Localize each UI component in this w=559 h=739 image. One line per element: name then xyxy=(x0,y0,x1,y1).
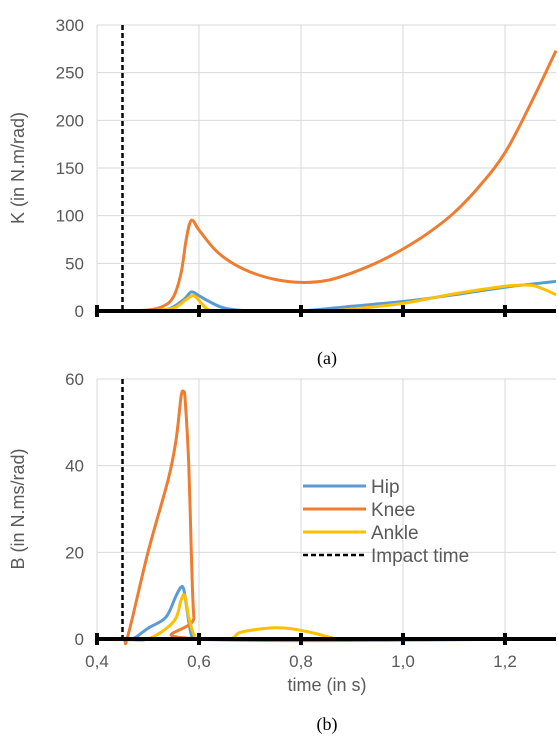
a-series-knee-line xyxy=(96,50,558,313)
b-y-tick-label: 60 xyxy=(65,370,84,389)
a-y-axis-label: K (in N.m/rad) xyxy=(8,112,28,224)
b-x-tick-label: 1,2 xyxy=(493,652,517,671)
legend-hip-label: Hip xyxy=(371,477,400,498)
b-y-tick-label: 0 xyxy=(75,630,84,649)
a-series-hip-line xyxy=(97,279,557,313)
legend-knee-label: Knee xyxy=(371,500,415,521)
panel-b-caption: (b) xyxy=(317,714,338,735)
a-y-tick-label: 100 xyxy=(56,207,84,226)
b-series-hip-line xyxy=(96,584,556,642)
b-x-tick-label: 0,4 xyxy=(85,652,109,671)
a-y-tick-label: 50 xyxy=(65,254,84,273)
panel-a-chart: 0 50 100 150 200 250 300 K (in N.m/rad) xyxy=(8,16,558,321)
a-y-tick-label: 0 xyxy=(75,302,84,321)
panel-a-caption: (a) xyxy=(317,348,337,369)
legend-ankle-label: Ankle xyxy=(371,523,419,544)
b-x-tick-label: 0,8 xyxy=(289,652,313,671)
b-x-tick-label: 0,6 xyxy=(187,652,211,671)
b-y-tick-label: 20 xyxy=(65,543,84,562)
a-y-tick-label: 300 xyxy=(56,16,84,35)
b-y-axis-label: B (in N.ms/rad) xyxy=(8,448,28,569)
b-y-tick-label: 40 xyxy=(65,457,84,476)
b-x-tick-label: 1,0 xyxy=(391,652,415,671)
panel-b-chart: 0 20 40 60 B (in N.ms/rad) 0,4 0,6 0,8 1,0 1,2 tim… xyxy=(8,370,557,695)
b-series-knee-line xyxy=(96,389,557,646)
a-y-tick-label: 150 xyxy=(56,159,84,178)
a-y-tick-label: 250 xyxy=(56,64,84,83)
a-y-tick-label: 200 xyxy=(56,111,84,130)
legend: Hip Knee Ankle Impact time xyxy=(303,477,469,567)
b-x-axis-label: time (in s) xyxy=(287,675,366,695)
legend-impact-label: Impact time xyxy=(371,546,469,567)
